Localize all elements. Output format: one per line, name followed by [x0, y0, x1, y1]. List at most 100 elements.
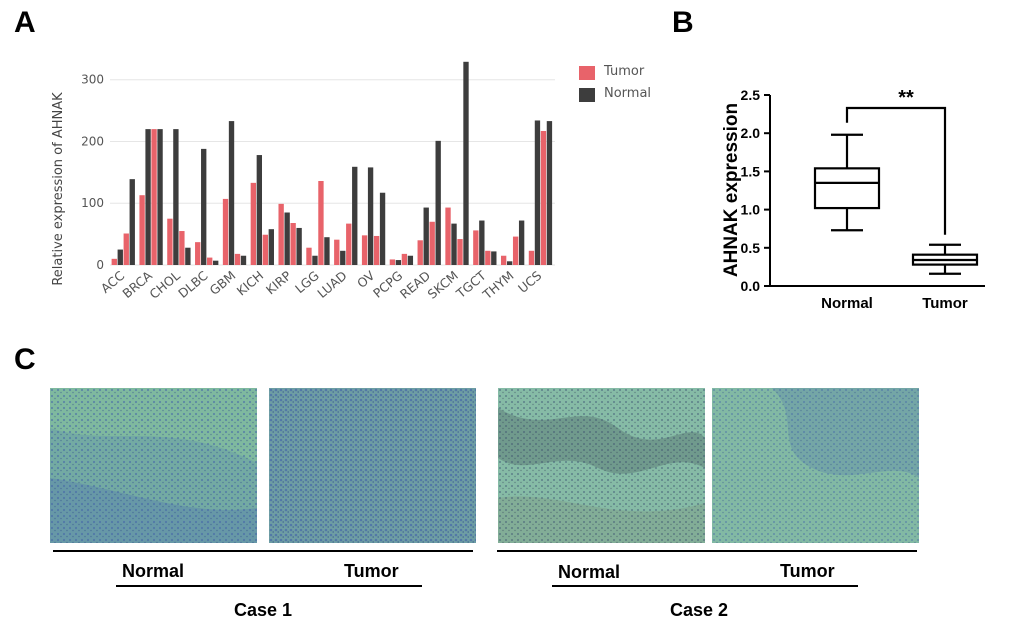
box-y-tick-label: 0.5	[741, 240, 761, 256]
case1-label: Case 1	[234, 600, 293, 620]
x-tick-label: LUAD	[314, 268, 349, 301]
bar-ov-normal	[379, 192, 386, 265]
case2-label: Case 2	[670, 600, 729, 620]
legend-normal-swatch	[579, 88, 595, 102]
case2-tumor-label: Tumor	[780, 561, 835, 581]
bar-kich-tumor	[250, 182, 257, 265]
bar-kirp-tumor	[290, 223, 296, 265]
bar-thym-normal	[518, 220, 525, 265]
panel-b-letter: B	[672, 6, 694, 39]
bar-chol-normal	[185, 247, 191, 265]
bar-brca-normal	[157, 129, 163, 265]
case1-tumor-image	[269, 388, 476, 543]
case1-tumor-label: Tumor	[344, 561, 399, 581]
bar-dlbc-normal	[201, 148, 207, 265]
box-plot: 0.0 0.5 1.0 1.5 2.0 2.5 Normal Tumor ** AHNAK …	[721, 87, 985, 312]
panel-a-letter: A	[14, 6, 36, 39]
bar-pcpg-tumor	[389, 259, 396, 265]
bar-gbm-normal	[240, 255, 247, 265]
bar-ucs-normal	[546, 121, 553, 266]
x-tick-label: DLBC	[175, 268, 211, 301]
bar-ov-tumor	[373, 235, 380, 265]
bar-lgg-tumor	[318, 181, 324, 265]
legend-normal-label: Normal	[604, 86, 652, 101]
case2-normal-label: Normal	[558, 562, 621, 582]
bar-skcm-normal	[463, 61, 469, 266]
bar-ucs-normal	[534, 120, 541, 266]
panel-c-letter: C	[14, 343, 36, 376]
x-tick-label: KIRP	[263, 268, 295, 298]
bar-tgct-normal	[479, 220, 485, 265]
box-y-tick-label: 2.5	[741, 87, 761, 103]
x-tick-label: THYM	[479, 268, 517, 303]
bar-acc-normal	[129, 179, 135, 265]
legend-tumor-label: Tumor	[604, 64, 645, 79]
x-tick-label: UCS	[515, 268, 544, 296]
bar-read-tumor	[429, 221, 435, 265]
bar-read-normal	[423, 207, 429, 265]
x-tick-label: SKCM	[425, 268, 461, 302]
bar-chol-tumor	[179, 231, 185, 265]
bar-brca-tumor	[151, 129, 157, 265]
bar-chol-tumor	[167, 218, 173, 265]
bar-kirp-normal	[296, 227, 302, 265]
bar-skcm-tumor	[445, 207, 451, 265]
significance-bracket	[845, 106, 947, 235]
bar-acc-tumor	[111, 258, 117, 265]
bar-gbm-normal	[228, 121, 235, 266]
bar-read-normal	[435, 140, 441, 265]
bar-thym-tumor	[512, 236, 519, 265]
bar-tgct-tumor	[485, 250, 491, 265]
bar-read-tumor	[417, 240, 423, 265]
x-tick-label: PCPG	[370, 268, 405, 301]
box-y-axis-label: AHNAK expression	[721, 103, 742, 277]
bar-gbm-tumor	[222, 198, 229, 265]
bar-kich-normal	[256, 155, 263, 265]
bar-thym-normal	[506, 261, 513, 265]
bar-dlbc-normal	[213, 260, 219, 265]
x-tick-label: KICH	[234, 268, 267, 299]
bar-lgg-tumor	[306, 247, 312, 265]
bar-dlbc-tumor	[195, 242, 201, 265]
bar-kich-tumor	[262, 234, 268, 265]
y-tick-label: 200	[81, 134, 104, 148]
bar-lgg-normal	[324, 237, 330, 265]
bar-pcpg-tumor	[401, 253, 408, 265]
box-x-tick-label: Tumor	[922, 295, 968, 312]
x-tick-label: READ	[397, 268, 433, 302]
box-x-tick-label: Normal	[821, 295, 873, 312]
box-normal	[813, 167, 881, 210]
bar-kich-normal	[268, 229, 274, 265]
bar-ov-normal	[367, 167, 374, 265]
bar-chol-normal	[173, 129, 179, 265]
bar-thym-tumor	[500, 255, 507, 265]
significance-label: **	[898, 87, 914, 109]
bar-pcpg-normal	[407, 255, 414, 265]
bar-lgg-normal	[312, 255, 318, 265]
legend-tumor-swatch	[579, 66, 595, 80]
bar-dlbc-tumor	[207, 257, 213, 265]
bar-ucs-tumor	[540, 130, 547, 265]
bar-acc-normal	[117, 249, 123, 265]
y-tick-label: 100	[81, 196, 104, 210]
case1-normal-label: Normal	[122, 561, 185, 581]
bar-kirp-tumor	[278, 203, 284, 265]
y-tick-label: 300	[81, 73, 104, 87]
bar-skcm-tumor	[457, 239, 463, 265]
bar-luad-tumor	[346, 223, 352, 265]
bar-tgct-tumor	[473, 230, 479, 265]
bar-gbm-tumor	[234, 253, 241, 265]
bar-luad-normal	[352, 166, 358, 265]
bar-kirp-normal	[284, 212, 290, 265]
case1-normal-image	[50, 388, 257, 543]
bar-acc-tumor	[123, 233, 129, 265]
box-y-tick-label: 1.0	[741, 202, 761, 218]
case2-normal-image	[498, 388, 705, 543]
bar-luad-normal	[340, 250, 346, 265]
bar-pcpg-normal	[395, 260, 402, 265]
bar-skcm-normal	[451, 223, 457, 265]
y-tick-label: 0	[96, 258, 104, 272]
box-y-tick-label: 0.0	[741, 278, 761, 294]
case2-bottom-rule	[552, 585, 858, 587]
